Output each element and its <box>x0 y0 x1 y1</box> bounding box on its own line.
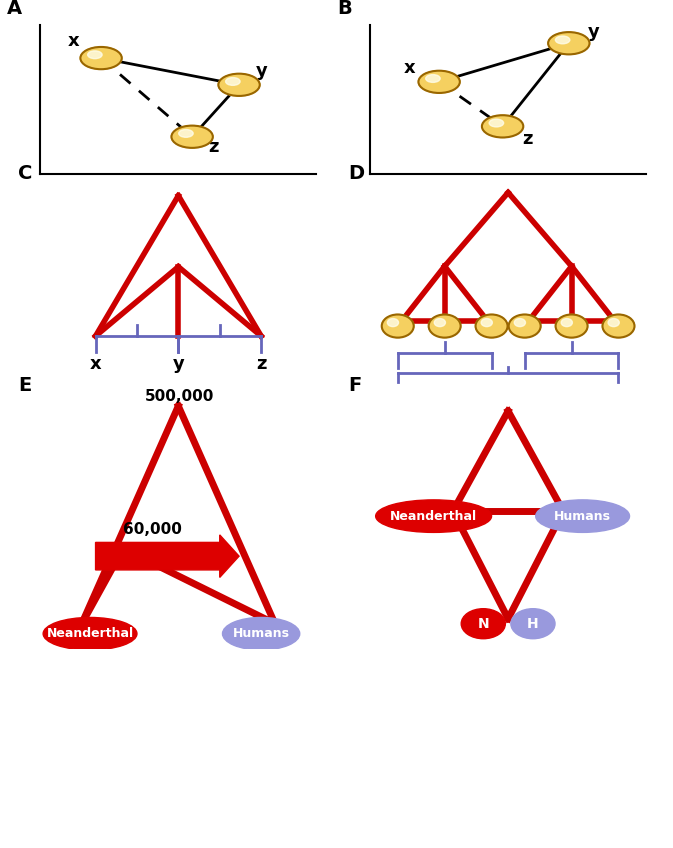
Text: 500,000: 500,000 <box>145 389 215 404</box>
Text: z: z <box>209 137 219 155</box>
Circle shape <box>179 130 193 137</box>
Circle shape <box>382 315 414 338</box>
Text: Neanderthal: Neanderthal <box>390 510 477 522</box>
Text: E: E <box>18 376 32 395</box>
Text: Neanderthal: Neanderthal <box>46 628 134 640</box>
Circle shape <box>481 319 493 326</box>
Circle shape <box>559 38 586 53</box>
Polygon shape <box>96 535 239 577</box>
Circle shape <box>390 321 411 336</box>
Circle shape <box>482 115 524 137</box>
Text: F: F <box>348 376 361 395</box>
Circle shape <box>555 36 570 44</box>
Circle shape <box>429 76 456 91</box>
Circle shape <box>182 131 209 146</box>
Circle shape <box>218 74 260 96</box>
Circle shape <box>80 47 122 70</box>
Text: y: y <box>588 23 600 42</box>
Circle shape <box>564 321 585 336</box>
Text: z: z <box>522 130 532 148</box>
Text: y: y <box>172 354 184 373</box>
Ellipse shape <box>461 609 505 639</box>
Text: 60,000: 60,000 <box>123 522 182 537</box>
Circle shape <box>437 321 458 336</box>
Circle shape <box>225 77 240 86</box>
Ellipse shape <box>376 499 491 533</box>
Text: z: z <box>256 354 267 373</box>
Circle shape <box>611 321 632 336</box>
Circle shape <box>556 315 588 338</box>
Ellipse shape <box>511 609 555 639</box>
Circle shape <box>172 126 213 148</box>
Text: x: x <box>403 59 415 77</box>
Text: y: y <box>256 62 267 80</box>
Circle shape <box>602 315 635 338</box>
Ellipse shape <box>43 617 137 650</box>
Circle shape <box>561 319 572 326</box>
Circle shape <box>548 32 590 54</box>
Circle shape <box>476 315 507 338</box>
Circle shape <box>388 319 398 326</box>
Text: H: H <box>527 616 539 631</box>
Ellipse shape <box>223 617 299 650</box>
Text: D: D <box>348 164 364 182</box>
Circle shape <box>489 119 503 127</box>
Ellipse shape <box>536 499 629 533</box>
Text: Humans: Humans <box>554 510 611 522</box>
Circle shape <box>608 319 619 326</box>
Text: x: x <box>90 354 102 373</box>
Text: A: A <box>7 0 22 18</box>
Circle shape <box>514 319 526 326</box>
Circle shape <box>92 53 118 67</box>
Circle shape <box>87 51 102 59</box>
Text: C: C <box>18 165 33 183</box>
Circle shape <box>509 315 540 338</box>
Text: Humans: Humans <box>233 628 289 640</box>
Circle shape <box>517 321 538 336</box>
Text: N: N <box>477 616 489 631</box>
Circle shape <box>426 75 440 82</box>
Circle shape <box>484 321 505 336</box>
Circle shape <box>434 319 446 326</box>
Circle shape <box>493 121 520 136</box>
Circle shape <box>429 315 460 338</box>
Text: x: x <box>68 32 79 50</box>
Text: B: B <box>337 0 352 18</box>
Circle shape <box>419 70 460 93</box>
Circle shape <box>229 80 256 94</box>
